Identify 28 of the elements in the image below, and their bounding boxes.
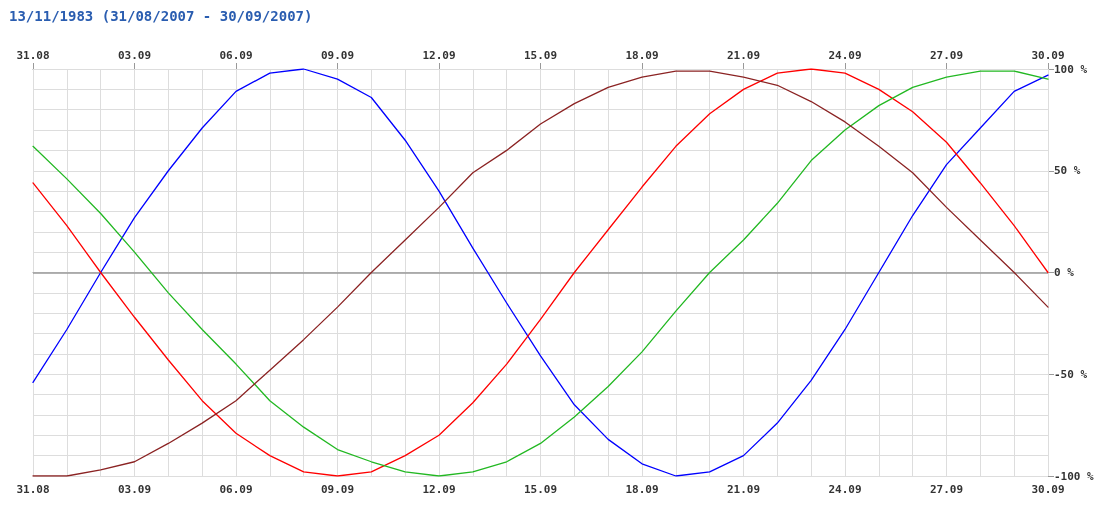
x2-tick-label: 03.09	[117, 49, 152, 62]
x2-tick-label: 15.09	[523, 49, 558, 62]
x-tick-label: 12.09	[422, 483, 456, 496]
x2-tick-label: 21.09	[726, 49, 761, 62]
x-tick-label: 09.09	[320, 483, 355, 496]
chart-title: 13/11/1983 (31/08/2007 - 30/09/2007)	[9, 8, 313, 24]
x-tick-label: 06.09	[219, 483, 253, 496]
y-tick-label: 50 %	[1054, 164, 1081, 178]
x-tick-label: 31.08	[16, 483, 50, 496]
x-tick-label: 30.09	[1031, 483, 1065, 496]
x2-tick-label: 24.09	[828, 49, 862, 62]
x-tick-label: 21.09	[726, 483, 761, 496]
x-tick-label: 18.09	[625, 483, 659, 496]
x2-tick-label: 30.09	[1031, 49, 1065, 62]
y-tick-label: 100 %	[1054, 62, 1088, 76]
y-tick-label: -50 %	[1054, 367, 1088, 381]
x2-tick-label: 27.09	[929, 49, 964, 62]
y-tick-label: 0 %	[1054, 266, 1075, 279]
x-tick-label: 24.09	[828, 483, 862, 496]
x-tick-label: 15.09	[523, 483, 558, 496]
x2-tick-label: 06.09	[219, 49, 253, 62]
y-tick-label: -100 %	[1054, 469, 1095, 483]
x-tick-label: 03.09	[117, 483, 152, 496]
x2-tick-label: 31.08	[16, 49, 50, 62]
x2-tick-label: 18.09	[625, 49, 659, 62]
x2-tick-label: 12.09	[422, 49, 456, 62]
x-tick-label: 27.09	[929, 483, 964, 496]
x2-tick-label: 09.09	[320, 49, 355, 62]
